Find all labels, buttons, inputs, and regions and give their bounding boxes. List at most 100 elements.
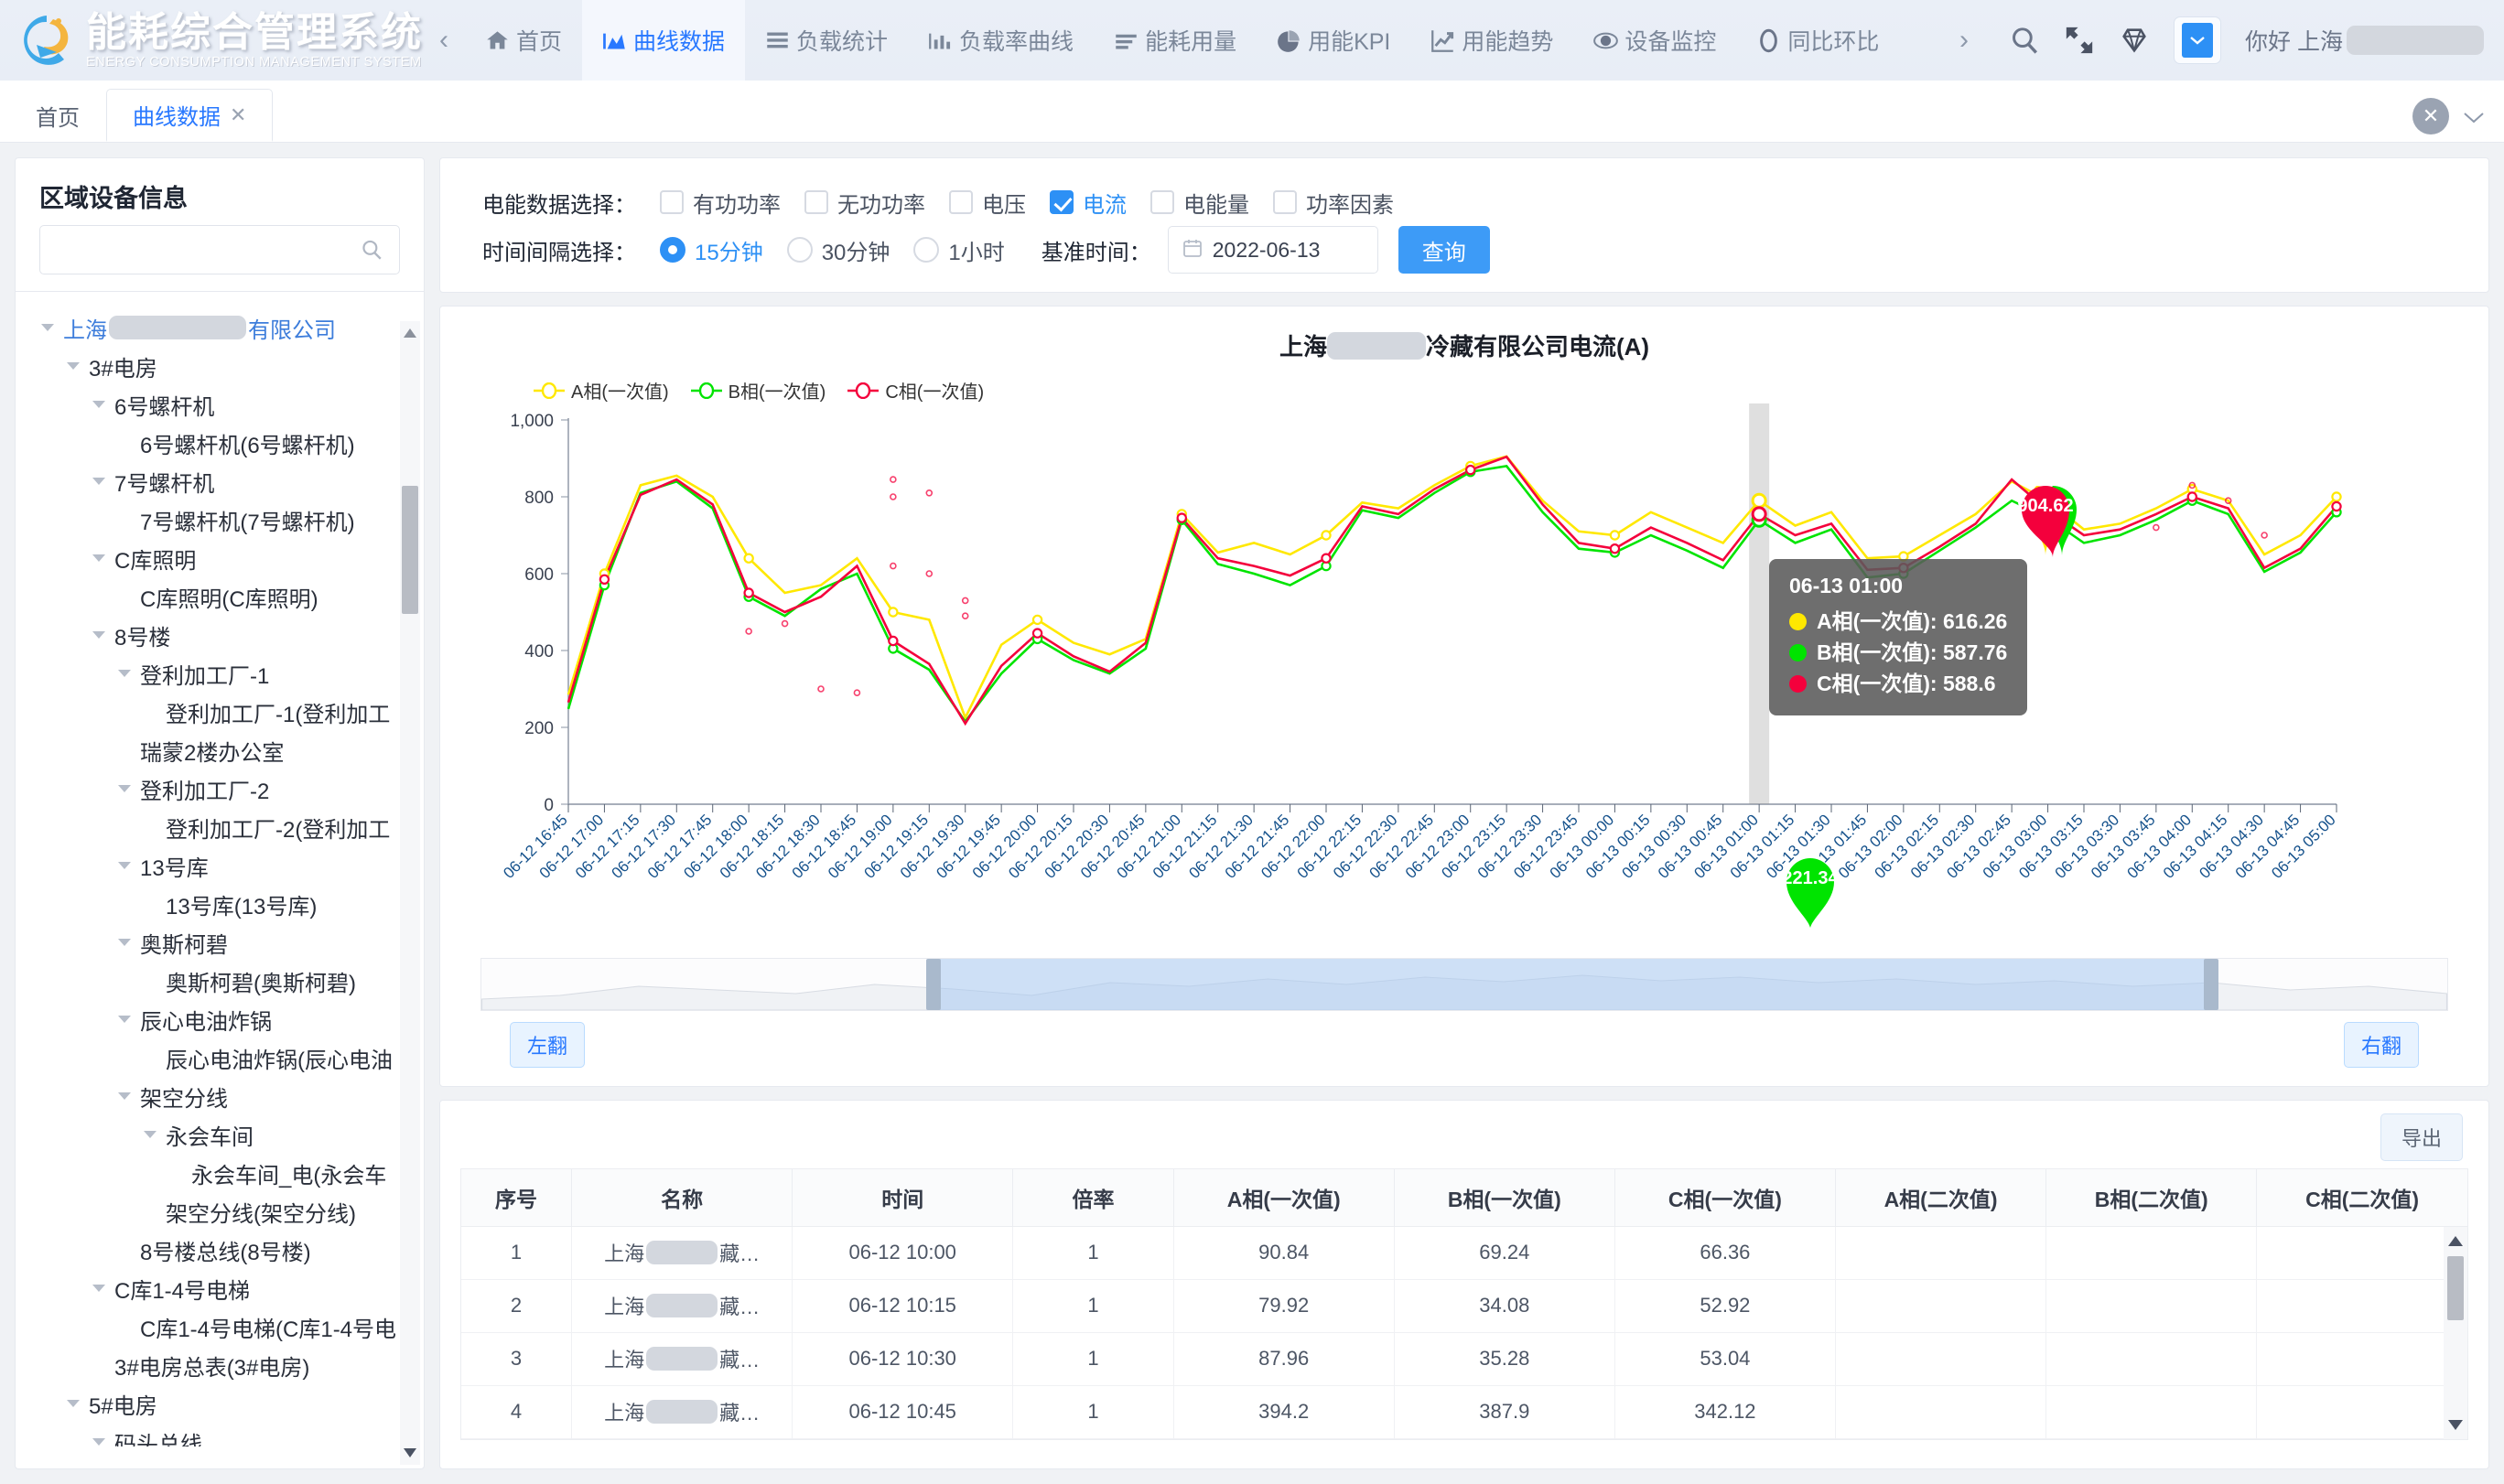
close-all-tabs-icon[interactable]: ✕ xyxy=(2412,98,2449,134)
checkbox-current[interactable]: 电流 xyxy=(1050,187,1127,219)
caret-down-icon[interactable] xyxy=(89,394,109,414)
export-button[interactable]: 导出 xyxy=(2380,1113,2463,1161)
table-row[interactable]: 3 上海 藏… 06-12 10:30 1 87.96 35.28 53.04 xyxy=(461,1332,2467,1386)
caret-down-icon[interactable] xyxy=(63,1393,83,1414)
checkbox-reactive-power[interactable]: 无功功率 xyxy=(804,187,925,219)
table-scroll-thumb[interactable] xyxy=(2447,1256,2464,1320)
triangle-down-icon[interactable] xyxy=(2444,1412,2467,1439)
table-scrollbar[interactable] xyxy=(2444,1227,2467,1439)
caret-down-icon[interactable] xyxy=(89,1432,109,1446)
checkbox-energy[interactable]: 电能量 xyxy=(1150,187,1249,219)
table-column-header[interactable]: 名称 xyxy=(571,1169,793,1227)
table-column-header[interactable]: A相(一次值) xyxy=(1173,1169,1395,1227)
tree-node[interactable]: 6号螺杆机 xyxy=(16,385,424,424)
tree-node[interactable]: 瑞蒙2楼办公室 xyxy=(16,731,424,769)
table-row[interactable]: 1 上海 藏… 06-12 10:00 1 90.84 69.24 66.36 xyxy=(461,1226,2467,1280)
checkbox-active-power[interactable]: 有功功率 xyxy=(660,187,781,219)
radio-1hour[interactable]: 1小时 xyxy=(913,234,1005,266)
tree-node[interactable]: 13号库(13号库) xyxy=(16,885,424,923)
triangle-up-icon[interactable] xyxy=(2444,1227,2467,1254)
caret-down-icon[interactable] xyxy=(114,1086,135,1106)
search-icon[interactable] xyxy=(360,238,383,262)
caret-down-icon[interactable] xyxy=(89,1278,109,1298)
doc-tab-home[interactable]: 首页 xyxy=(9,89,106,142)
chart-datazoom[interactable] xyxy=(480,958,2449,1011)
caret-down-icon[interactable] xyxy=(89,548,109,568)
tree-node[interactable]: C库1-4号电梯(C库1-4号电 xyxy=(16,1307,424,1346)
caret-down-icon[interactable] xyxy=(114,663,135,683)
table-column-header[interactable]: B相(一次值) xyxy=(1394,1169,1615,1227)
doc-tab-curve-data[interactable]: 曲线数据 ✕ xyxy=(106,89,274,142)
query-button[interactable]: 查询 xyxy=(1398,226,1490,274)
table-column-header[interactable]: A相(二次值) xyxy=(1835,1169,2047,1227)
table-row[interactable]: 4 上海 藏… 06-12 10:45 1 394.2 387.9 342.12 xyxy=(461,1385,2467,1439)
table-row[interactable]: 2 上海 藏… 06-12 10:15 1 79.92 34.08 52.92 xyxy=(461,1279,2467,1333)
tree-node[interactable]: 8号楼 xyxy=(16,616,424,654)
tree-node[interactable]: 登利加工厂-1 xyxy=(16,654,424,693)
nav-item-curve-data[interactable]: 曲线数据 xyxy=(582,0,746,81)
tree-node[interactable]: 架空分线 xyxy=(16,1077,424,1115)
triangle-down-icon[interactable] xyxy=(400,1441,420,1465)
tree-node[interactable]: 架空分线(架空分线) xyxy=(16,1192,424,1231)
datazoom-selection[interactable] xyxy=(934,959,2212,1010)
caret-down-icon[interactable] xyxy=(114,932,135,952)
caret-down-icon[interactable] xyxy=(63,356,83,376)
caret-down-icon[interactable] xyxy=(114,1009,135,1029)
device-tree[interactable]: 上海 有限公司 3#电房 6号螺杆机 6号螺杆机(6号螺杆机) 7号螺杆机 7号螺杆机(7号… xyxy=(16,292,424,1446)
triangle-up-icon[interactable] xyxy=(400,321,420,345)
caret-down-icon[interactable] xyxy=(114,855,135,876)
nav-item-yoy-mom[interactable]: 同比环比 xyxy=(1736,0,1899,81)
diamond-icon[interactable] xyxy=(2119,25,2150,56)
language-dropdown[interactable] xyxy=(2174,16,2222,64)
radio-15min[interactable]: 15分钟 xyxy=(660,234,763,266)
datazoom-handle-left[interactable] xyxy=(926,959,942,1010)
tree-node[interactable]: 6号螺杆机(6号螺杆机) xyxy=(16,424,424,462)
table-column-header[interactable]: B相(二次值) xyxy=(2045,1169,2258,1227)
chevron-down-icon[interactable] xyxy=(2462,102,2486,131)
caret-down-icon[interactable] xyxy=(89,471,109,491)
table-column-header[interactable]: 序号 xyxy=(461,1169,573,1227)
close-icon[interactable]: ✕ xyxy=(230,102,247,126)
tree-node[interactable]: 辰心电油炸锅(辰心电油 xyxy=(16,1038,424,1077)
nav-scroll-next-icon[interactable]: › xyxy=(1959,25,1970,55)
tree-node[interactable]: 辰心电油炸锅 xyxy=(16,1000,424,1038)
checkbox-voltage[interactable]: 电压 xyxy=(949,187,1026,219)
tree-node[interactable]: C库照明 xyxy=(16,539,424,577)
tree-node[interactable]: 登利加工厂-1(登利加工 xyxy=(16,693,424,731)
nav-item-device-monitor[interactable]: 设备监控 xyxy=(1573,0,1736,81)
table-column-header[interactable]: C相(二次值) xyxy=(2256,1169,2467,1227)
search-icon[interactable] xyxy=(2009,25,2040,56)
caret-down-icon[interactable] xyxy=(140,1124,160,1145)
nav-item-load-rate-curve[interactable]: 负载率曲线 xyxy=(908,0,1094,81)
fullscreen-icon[interactable] xyxy=(2064,25,2095,56)
legend-item-phase-c[interactable]: C相(一次值) xyxy=(847,377,984,403)
nav-item-load-stats[interactable]: 负载统计 xyxy=(745,0,908,81)
tree-node[interactable]: 码头总线 xyxy=(16,1423,424,1446)
tree-node[interactable]: 奥斯柯碧 xyxy=(16,923,424,962)
search-input[interactable] xyxy=(39,225,400,274)
nav-item-home[interactable]: 首页 xyxy=(465,0,582,81)
table-column-header[interactable]: C相(一次值) xyxy=(1614,1169,1836,1227)
tree-node[interactable]: 3#电房 xyxy=(16,347,424,385)
tree-node[interactable]: 13号库 xyxy=(16,846,424,885)
caret-down-icon[interactable] xyxy=(114,779,135,799)
tree-node[interactable]: 奥斯柯碧(奥斯柯碧) xyxy=(16,962,424,1000)
sidebar-scrollbar[interactable] xyxy=(400,321,420,1465)
tree-node[interactable]: 登利加工厂-2(登利加工 xyxy=(16,808,424,846)
app-logo[interactable]: 能耗综合管理系统 ENERGY CONSUMPTION MANAGEMENT S… xyxy=(0,10,423,70)
checkbox-power-factor[interactable]: 功率因素 xyxy=(1273,187,1394,219)
tree-node[interactable]: 7号螺杆机(7号螺杆机) xyxy=(16,500,424,539)
tree-node[interactable]: 8号楼总线(8号楼) xyxy=(16,1231,424,1269)
user-greeting[interactable]: 你好 上海 xyxy=(2245,24,2484,57)
legend-item-phase-b[interactable]: B相(一次值) xyxy=(690,377,826,403)
date-picker[interactable]: 2022-06-13 xyxy=(1167,226,1378,274)
table-column-header[interactable]: 倍率 xyxy=(1012,1169,1174,1227)
radio-30min[interactable]: 30分钟 xyxy=(786,234,890,266)
caret-down-icon[interactable] xyxy=(89,625,109,645)
page-left-button[interactable]: 左翻 xyxy=(510,1022,586,1068)
nav-item-energy-kpi[interactable]: 用能KPI xyxy=(1257,0,1410,81)
tree-node[interactable]: 永会车间 xyxy=(16,1115,424,1154)
nav-item-energy-usage[interactable]: 能耗用量 xyxy=(1094,0,1257,81)
tree-node[interactable]: 永会车间_电(永会车 xyxy=(16,1154,424,1192)
tree-node[interactable]: 3#电房总表(3#电房) xyxy=(16,1346,424,1384)
